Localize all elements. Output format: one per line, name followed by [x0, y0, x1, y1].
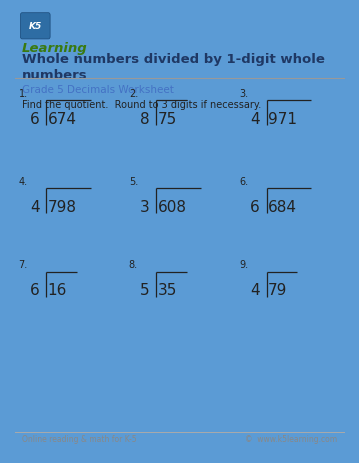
Text: 6: 6 [250, 199, 260, 214]
Text: 3: 3 [140, 199, 150, 214]
Text: Grade 5 Decimals Worksheet: Grade 5 Decimals Worksheet [22, 84, 174, 94]
Text: 608: 608 [158, 199, 187, 214]
Text: 4: 4 [250, 111, 260, 126]
FancyBboxPatch shape [20, 14, 50, 40]
Text: numbers: numbers [22, 69, 88, 82]
Text: 3.: 3. [239, 88, 248, 99]
Text: 674: 674 [48, 111, 77, 126]
Text: 798: 798 [48, 199, 77, 214]
Text: 35: 35 [158, 282, 177, 298]
Text: 4: 4 [30, 199, 39, 214]
Text: K5: K5 [29, 22, 42, 31]
Text: 971: 971 [268, 111, 297, 126]
Text: 2.: 2. [129, 88, 138, 99]
Text: 5: 5 [140, 282, 150, 298]
Text: 1.: 1. [19, 88, 28, 99]
Text: 16: 16 [48, 282, 67, 298]
Text: ©  www.k5learning.com: © www.k5learning.com [245, 434, 337, 444]
Text: 5.: 5. [129, 176, 138, 187]
Text: 75: 75 [158, 111, 177, 126]
Text: 6: 6 [30, 111, 39, 126]
Text: 6: 6 [30, 282, 39, 298]
Text: 9.: 9. [239, 260, 248, 270]
Text: 79: 79 [268, 282, 287, 298]
Text: 6.: 6. [239, 176, 248, 187]
Text: 7.: 7. [19, 260, 28, 270]
Text: 8.: 8. [129, 260, 138, 270]
Text: 4.: 4. [19, 176, 28, 187]
Text: Find the quotient.  Round to 3 digits if necessary.: Find the quotient. Round to 3 digits if … [22, 100, 261, 109]
Text: Online reading & math for K-5: Online reading & math for K-5 [22, 434, 137, 444]
Text: 8: 8 [140, 111, 150, 126]
Text: 684: 684 [268, 199, 297, 214]
Text: 4: 4 [250, 282, 260, 298]
Text: Learning: Learning [22, 42, 88, 55]
Text: Whole numbers divided by 1-digit whole: Whole numbers divided by 1-digit whole [22, 53, 325, 66]
